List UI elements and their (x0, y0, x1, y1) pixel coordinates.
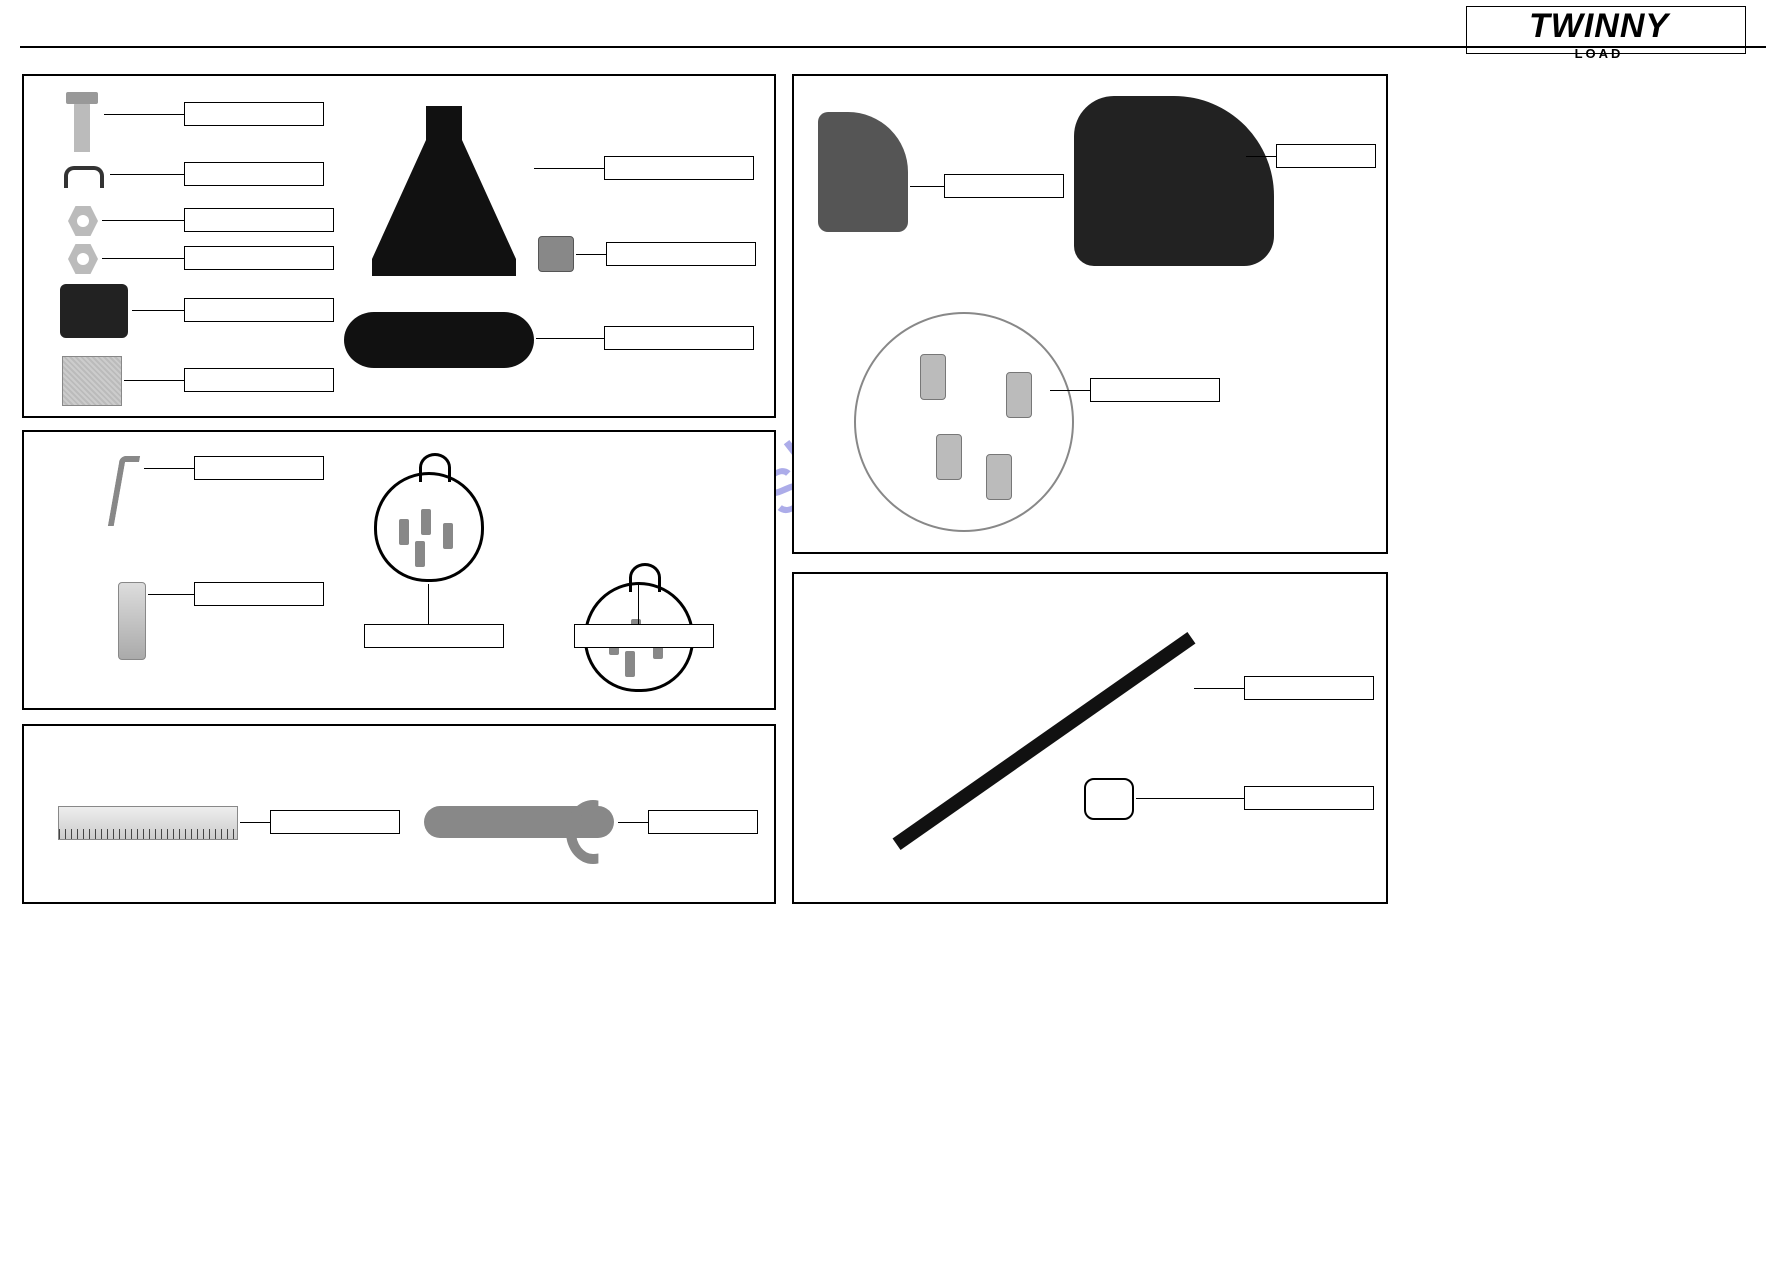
leader (102, 258, 184, 259)
lock-set-label (1090, 378, 1220, 402)
panel-foot-components (22, 74, 776, 418)
roof-bar-icon (893, 632, 1196, 850)
hex-nut-1-label (184, 208, 334, 232)
bar-endcap-label (1244, 786, 1374, 810)
foot-bracket-icon (354, 106, 534, 276)
brand-logo: TWINNY LOAD (1476, 10, 1722, 58)
leader (638, 584, 639, 624)
panel-tools (22, 724, 776, 904)
foot-bracket-label (604, 156, 754, 180)
leader (618, 822, 648, 823)
cover-flat-icon (818, 112, 908, 232)
tension-handle-label (604, 326, 754, 350)
leader (124, 380, 184, 381)
t-bolt-icon (74, 102, 90, 152)
leader (240, 822, 270, 823)
bolt-bag-1-label (364, 624, 504, 648)
leader (144, 468, 194, 469)
tension-handle-icon (344, 312, 534, 368)
torque-wrench-label (648, 810, 758, 834)
u-clamp-icon (64, 166, 104, 188)
hook-bracket-icon (108, 456, 140, 526)
base-plate-label (184, 368, 334, 392)
hex-nut-2-icon (68, 244, 98, 274)
measuring-ruler-label (270, 810, 400, 834)
hook-bracket-label (194, 456, 324, 480)
brand-logo-sub: LOAD (1575, 46, 1624, 61)
leader (910, 186, 944, 187)
torque-wrench-icon (424, 806, 614, 838)
leader (102, 220, 184, 221)
leader (534, 168, 604, 169)
rubber-plate-label (184, 298, 334, 322)
cover-3d-label (1276, 144, 1376, 168)
u-clamp-label (184, 162, 324, 186)
cover-3d-icon (1074, 96, 1274, 266)
base-plate-icon (62, 356, 122, 406)
hex-nut-1-icon (68, 206, 98, 236)
panel-fitkit-components (22, 430, 776, 710)
panel-bar (792, 572, 1388, 904)
rubber-plate-icon (60, 284, 128, 338)
slide-clip-label (194, 582, 324, 606)
leader (132, 310, 184, 311)
leader (1050, 390, 1090, 391)
bolt-bag-2-label (574, 624, 714, 648)
cover-flat-label (944, 174, 1064, 198)
leader (1194, 688, 1244, 689)
side-clamp-icon (538, 236, 574, 272)
t-bolt-label (184, 102, 324, 126)
leader (1246, 156, 1276, 157)
leader (536, 338, 604, 339)
slide-clip-icon (118, 582, 146, 660)
side-clamp-label (606, 242, 756, 266)
roof-bar-label (1244, 676, 1374, 700)
bolt-bag-1-icon (374, 472, 484, 582)
measuring-ruler-icon (58, 806, 238, 840)
leader (428, 584, 429, 624)
brand-logo-main: TWINNY (1529, 7, 1669, 46)
leader (148, 594, 194, 595)
hex-nut-2-label (184, 246, 334, 270)
leader (104, 114, 184, 115)
leader (110, 174, 184, 175)
leader (1136, 798, 1244, 799)
panel-covers-locks (792, 74, 1388, 554)
lock-set-icon (854, 312, 1074, 532)
leader (576, 254, 606, 255)
bar-endcap-icon (1084, 778, 1134, 820)
